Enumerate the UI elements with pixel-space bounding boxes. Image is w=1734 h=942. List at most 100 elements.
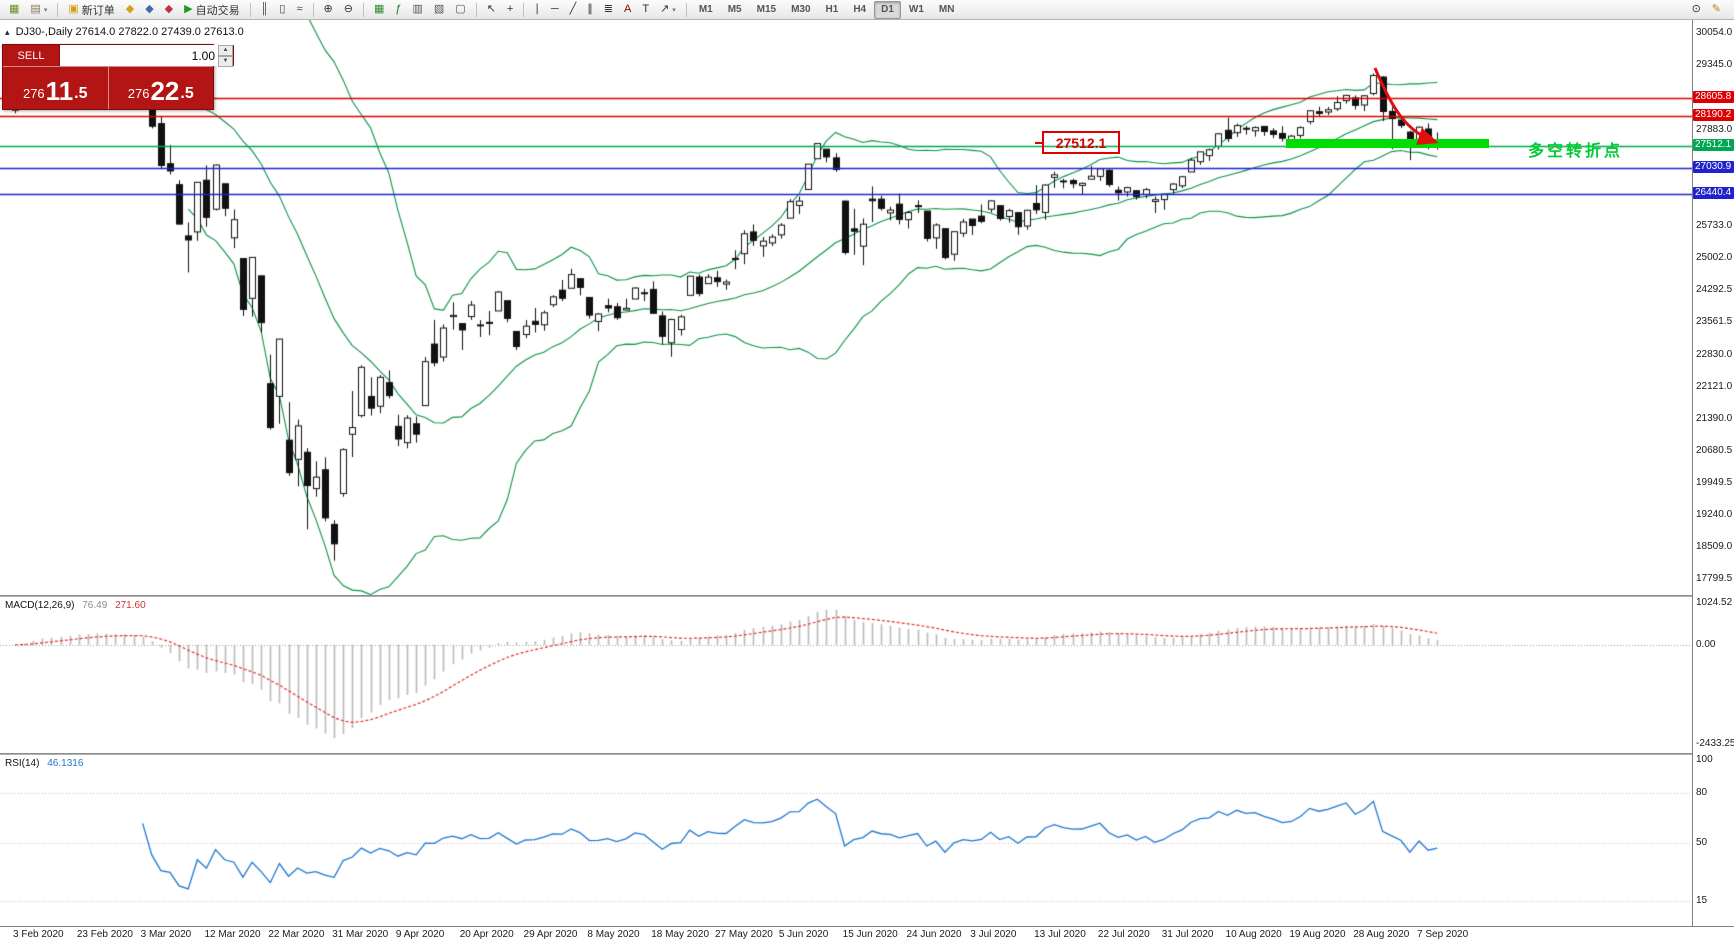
- toolbar-separator: [312, 2, 314, 17]
- search-icon[interactable]: ⊙: [1687, 1, 1706, 19]
- buy-price[interactable]: 276 22 .5: [109, 67, 214, 109]
- fibonacci-button[interactable]: ≣: [599, 1, 618, 19]
- new-chart-button[interactable]: ▦: [4, 1, 24, 19]
- price-axis-label: 23561.5: [1696, 316, 1733, 328]
- cursor-button[interactable]: ↖: [482, 1, 501, 19]
- timeframe-m5-button[interactable]: M5: [721, 1, 749, 19]
- zoom-out-button[interactable]: ⊖: [339, 1, 358, 19]
- timeframe-m1-button[interactable]: M1: [692, 1, 720, 19]
- mql5-community-icon-glyph: ◆: [125, 3, 135, 15]
- timeframe-h1-button[interactable]: H1: [819, 1, 846, 19]
- rsi-axis-label: 80: [1696, 787, 1708, 799]
- bearish-arrow-annotation[interactable]: [1340, 50, 1460, 160]
- price-axis-label: 27883.0: [1696, 123, 1733, 135]
- bar-chart-button[interactable]: ║: [256, 1, 274, 19]
- timeframe-d1-button[interactable]: D1: [874, 0, 901, 19]
- toolbar-separator: [57, 2, 59, 17]
- buy-button[interactable]: BUY: [250, 49, 274, 62]
- text-label-button[interactable]: T: [637, 1, 654, 19]
- templates-button[interactable]: ▧: [429, 1, 449, 19]
- support-zone-highlight[interactable]: [1286, 139, 1489, 148]
- profiles-button[interactable]: ▤ ▾: [25, 1, 52, 19]
- arrows-button-caret-icon: ▾: [672, 6, 676, 14]
- time-axis-label: 7 Sep 2020: [1417, 929, 1469, 940]
- macd-name: MACD(12,26,9): [5, 600, 75, 611]
- full-screen-button[interactable]: ▢: [450, 1, 470, 19]
- mql5-community-icon[interactable]: ◆: [121, 1, 139, 19]
- text-label-button-glyph: T: [642, 3, 650, 15]
- signals-icon-glyph: ◆: [164, 3, 174, 15]
- time-axis-label: 15 Jun 2020: [842, 929, 898, 940]
- horizontal-line-button[interactable]: ─: [546, 1, 564, 19]
- signals-icon[interactable]: ◆: [160, 1, 178, 19]
- toolbar: ▦ ▤ ▾ ▣ 新订单 ◆ ◆ ◆ ▶ 自动交易 ║ ▯ ≈ ⊕ ⊖ ▦ ƒ ▥ ▧ ▢ ↖ + ∣ ─ ╱ ∥ ≣ A T ↗ ▾ M1 M5…: [0, 0, 1734, 20]
- timeframe-m30-button[interactable]: M30: [784, 1, 817, 19]
- volume-down-button[interactable]: ▼: [218, 56, 233, 67]
- turning-point-label[interactable]: 多空转折点: [1528, 143, 1624, 160]
- time-axis-label: 31 Jul 2020: [1161, 929, 1214, 940]
- objects-list-button[interactable]: ▥: [407, 1, 427, 19]
- zoom-in-button[interactable]: ⊕: [319, 1, 338, 19]
- indicators-button[interactable]: ƒ: [390, 1, 406, 19]
- price-axis-label: 25002.0: [1696, 252, 1733, 264]
- time-axis-label: 22 Jul 2020: [1097, 929, 1150, 940]
- sell-button[interactable]: SELL: [17, 49, 45, 62]
- auto-trading-button[interactable]: ▶ 自动交易: [179, 1, 244, 19]
- buy-price-frac: .5: [180, 85, 194, 102]
- volume-input[interactable]: [60, 45, 218, 66]
- timeframe-w1-button[interactable]: W1: [902, 1, 931, 19]
- notes-icon-glyph: ✎: [1711, 3, 1721, 15]
- bar-chart-button-glyph: ║: [260, 3, 269, 15]
- candlestick-button[interactable]: ▯: [274, 1, 290, 19]
- channel-button-glyph: ∥: [587, 3, 593, 15]
- time-axis-label: 5 Jun 2020: [778, 929, 829, 940]
- price-axis-label: 24292.5: [1696, 283, 1733, 295]
- line-chart-button[interactable]: ≈: [291, 1, 307, 19]
- macd-axis-label: 0.00: [1696, 638, 1716, 650]
- price-level-callout[interactable]: 27512.1: [1035, 131, 1120, 154]
- price-axis-label: 18509.0: [1696, 541, 1733, 553]
- arrows-button[interactable]: ↗ ▾: [655, 1, 681, 19]
- cursor-button-glyph: ↖: [486, 3, 496, 15]
- time-axis-label: 20 Apr 2020: [459, 929, 514, 940]
- crosshair-button[interactable]: +: [502, 1, 518, 19]
- sell-price[interactable]: 276 11 .5: [3, 67, 109, 109]
- volume-up-button[interactable]: ▲: [218, 45, 233, 56]
- timeframe-m15-button[interactable]: M15: [750, 1, 783, 19]
- price-axis: 30054.0 29345.0 28605.8 28190.2 27883.0 27512…: [1692, 20, 1734, 926]
- text-button-glyph: A: [624, 3, 632, 15]
- chart-title: ▴ DJ30-,Daily 27614.0 27822.0 27439.0 27…: [5, 26, 244, 38]
- timeframe-w1-button-label: W1: [908, 4, 924, 15]
- auto-trading-button-glyph: ▶: [184, 3, 193, 15]
- arrows-button-glyph: ↗: [660, 3, 670, 15]
- rsi-indicator-label: RSI(14) 46.1316: [5, 758, 83, 769]
- tile-windows-button[interactable]: ▦: [369, 1, 389, 19]
- market-watch-icon[interactable]: ◆: [140, 1, 158, 19]
- price-axis-label: 19949.5: [1696, 477, 1733, 489]
- vertical-line-button[interactable]: ∣: [529, 1, 545, 19]
- channel-button[interactable]: ∥: [582, 1, 598, 19]
- pane-separator[interactable]: [0, 753, 1692, 755]
- collapse-quote-panel-icon[interactable]: ▴: [5, 27, 10, 37]
- timeframe-h4-button[interactable]: H4: [846, 1, 873, 19]
- pane-separator[interactable]: [0, 595, 1692, 597]
- sell-price-prefix: 276: [22, 86, 45, 102]
- new-chart-button-glyph: ▦: [9, 3, 20, 15]
- timeframe-d1-button-label: D1: [881, 4, 894, 15]
- trendline-button[interactable]: ╱: [565, 1, 582, 19]
- toolbar-group: ▣ 新订单 ◆ ◆ ◆ ▶ 自动交易: [63, 1, 244, 19]
- new-order-button[interactable]: ▣ 新订单: [63, 1, 119, 19]
- main-chart-canvas[interactable]: [0, 20, 1692, 942]
- profiles-button-glyph: ▤: [30, 3, 41, 15]
- rsi-axis-label: 50: [1696, 837, 1708, 848]
- text-button[interactable]: A: [619, 1, 636, 19]
- timeframe-mn-button[interactable]: MN: [932, 1, 962, 19]
- toolbar-group: ⊕ ⊖: [319, 1, 358, 19]
- notes-icon[interactable]: ✎: [1707, 1, 1726, 19]
- chart-ohlc-values: 27614.0 27822.0 27439.0 27613.0: [75, 26, 244, 38]
- time-axis-label: 13 Jul 2020: [1034, 929, 1086, 940]
- fibonacci-button-glyph: ≣: [603, 3, 613, 15]
- time-axis-label: 18 May 2020: [651, 929, 710, 940]
- macd-axis-label: -2433.25: [1696, 738, 1734, 750]
